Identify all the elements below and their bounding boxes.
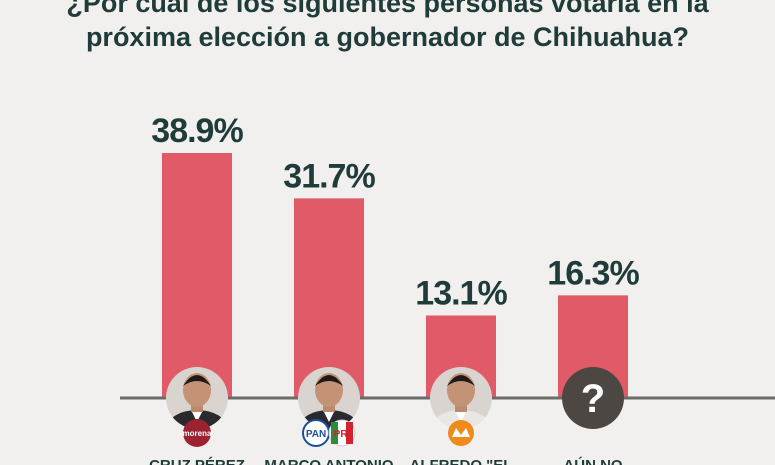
bar-2	[294, 198, 364, 398]
pan-logo-text: PAN	[306, 429, 326, 440]
candidate-label-1: CRUZ PÉREZ	[149, 457, 245, 465]
unknown-circle	[562, 367, 624, 429]
pri-logo-green	[331, 422, 338, 444]
candidate-photo-1	[166, 367, 228, 429]
candidate-label-4: AÚN NO	[563, 456, 622, 465]
morena-logo	[183, 419, 211, 447]
chart-title-line-2: próxima elección a gobernador de Chihuah…	[85, 22, 690, 52]
value-label-4: 16.3%	[547, 254, 639, 292]
morena-logo-text: morena	[183, 429, 212, 438]
value-label-1: 38.9%	[151, 112, 243, 150]
chart-title-line-1: ¿Por cuál de los siguientes personas vot…	[66, 0, 709, 18]
candidate-label-3: ALFREDO "EL	[410, 457, 513, 465]
candidate-label-2: MARCO ANTONIO	[264, 457, 393, 465]
unknown-symbol: ?	[581, 377, 605, 421]
bar-1	[162, 153, 232, 398]
pri-logo-text: PRI	[334, 429, 351, 440]
chart-title: ¿Por cuál de los siguientes personas vot…	[0, 0, 775, 54]
value-label-3: 13.1%	[415, 274, 507, 312]
value-label-2: 31.7%	[283, 157, 375, 195]
pri-logo-red	[346, 422, 353, 444]
mc-logo-mark	[452, 428, 470, 437]
mc-logo	[448, 420, 474, 446]
